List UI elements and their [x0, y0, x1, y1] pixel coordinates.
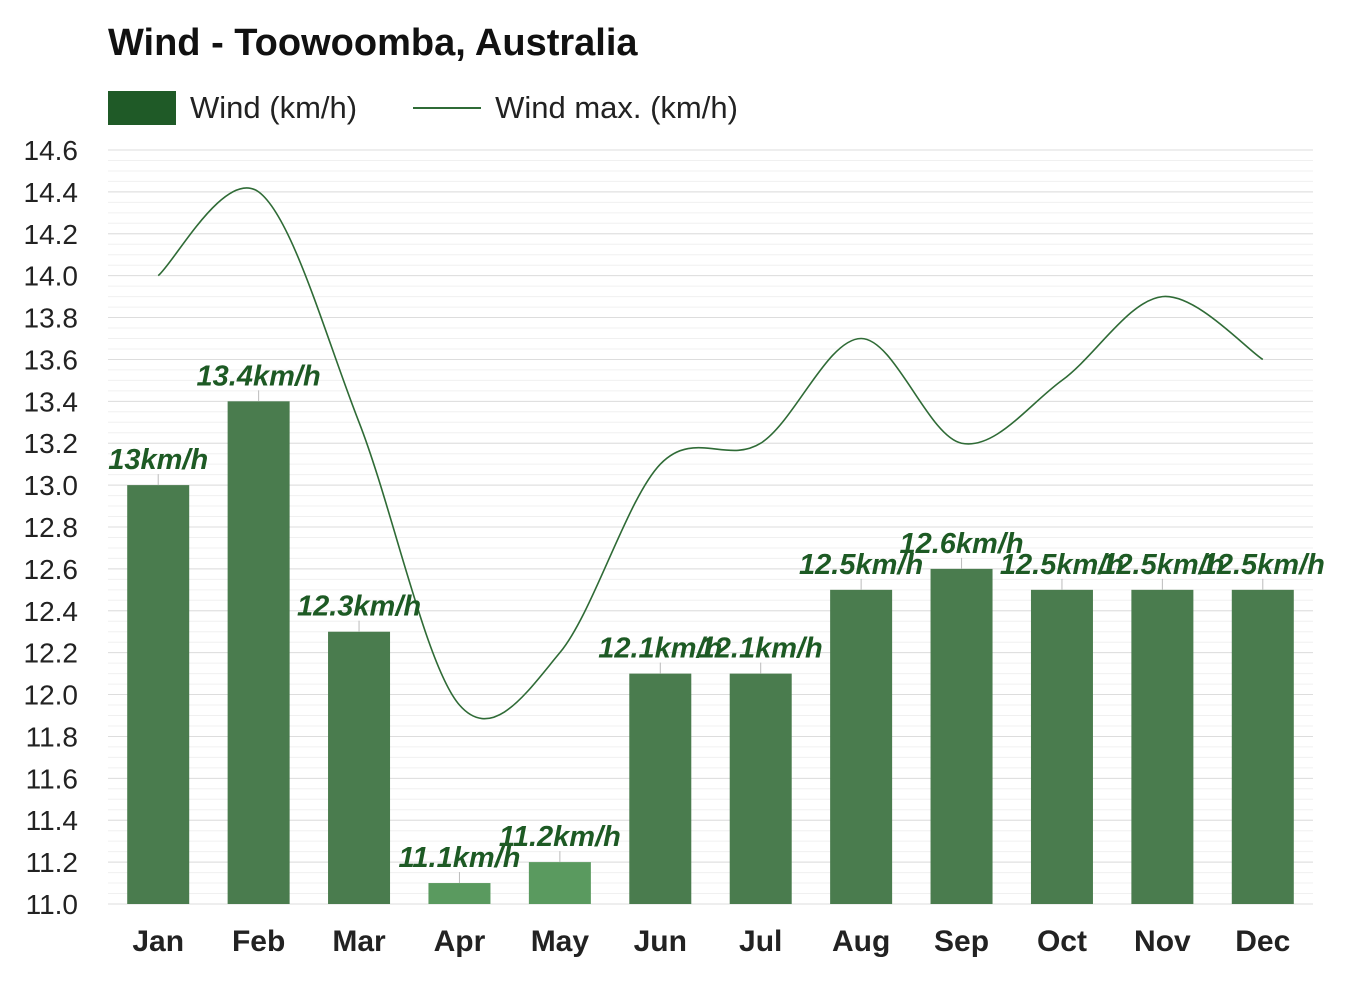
- data-label: 11.1km/h: [398, 842, 520, 874]
- y-tick-label: 11.6: [26, 763, 78, 794]
- y-tick-label: 12.4: [24, 596, 79, 627]
- chart-title: Wind - Toowoomba, Australia: [108, 22, 638, 64]
- bar-feb: [227, 401, 290, 904]
- y-tick-label: 14.0: [24, 261, 79, 292]
- bar-mar: [328, 631, 391, 904]
- data-label: 12.6km/h: [899, 528, 1023, 560]
- data-label: 12.1km/h: [699, 633, 823, 665]
- legend-label-wind-max: Wind max. (km/h): [495, 90, 738, 125]
- y-tick-label: 14.4: [24, 177, 79, 208]
- y-tick-label: 14.6: [24, 135, 79, 166]
- y-tick-label: 11.8: [26, 721, 78, 752]
- y-tick-label: 12.2: [24, 638, 79, 669]
- x-tick-label: Sep: [934, 925, 989, 958]
- data-label: 12.5km/h: [1201, 549, 1325, 581]
- bar-jun: [629, 673, 692, 904]
- x-tick-label: Jun: [634, 925, 687, 958]
- x-tick-label: Dec: [1235, 925, 1290, 958]
- x-tick-label: Jan: [132, 925, 184, 958]
- y-tick-label: 13.0: [24, 470, 79, 501]
- bar-may: [528, 862, 591, 904]
- data-label: 12.1km/h: [598, 633, 722, 665]
- bar-apr: [428, 883, 491, 904]
- y-tick-label: 12.8: [24, 512, 79, 543]
- legend-label-wind: Wind (km/h): [190, 90, 358, 125]
- y-tick-label: 13.2: [24, 428, 79, 459]
- y-tick-label: 12.6: [24, 554, 79, 585]
- y-tick-label: 11.2: [26, 847, 78, 878]
- data-label: 12.5km/h: [1100, 549, 1224, 581]
- x-tick-label: Aug: [832, 925, 890, 958]
- bar-sep: [930, 568, 993, 904]
- y-tick-label: 13.6: [24, 344, 79, 375]
- y-tick-label: 13.4: [24, 386, 79, 417]
- data-label: 12.3km/h: [297, 591, 421, 623]
- x-tick-label: Apr: [434, 925, 486, 958]
- data-label: 12.5km/h: [799, 549, 923, 581]
- x-tick-label: Oct: [1037, 925, 1087, 958]
- x-tick-label: May: [531, 925, 590, 958]
- x-tick-label: Jul: [739, 925, 782, 958]
- data-label: 12.5km/h: [1000, 549, 1124, 581]
- y-tick-label: 13.8: [24, 303, 79, 334]
- bar-aug: [830, 589, 893, 904]
- bar-dec: [1231, 589, 1294, 904]
- y-tick-label: 12.0: [24, 680, 79, 711]
- y-tick-label: 14.2: [24, 219, 79, 250]
- legend: Wind (km/h) Wind max. (km/h): [108, 88, 738, 128]
- bar-jul: [729, 673, 792, 904]
- legend-swatch-line: [413, 107, 482, 109]
- bar-oct: [1030, 589, 1093, 904]
- bar-nov: [1131, 589, 1194, 904]
- series-line-wind-max: [157, 187, 1264, 720]
- x-tick-label: Mar: [332, 925, 386, 958]
- data-label: 13km/h: [108, 444, 208, 476]
- y-tick-label: 11.4: [26, 805, 78, 836]
- data-label: 11.2km/h: [499, 821, 621, 853]
- x-tick-label: Feb: [232, 925, 285, 958]
- legend-swatch-bar: [108, 91, 176, 125]
- y-tick-label: 11.0: [26, 889, 78, 920]
- bar-jan: [127, 485, 190, 904]
- data-label: 13.4km/h: [197, 360, 321, 392]
- x-tick-label: Nov: [1134, 925, 1191, 958]
